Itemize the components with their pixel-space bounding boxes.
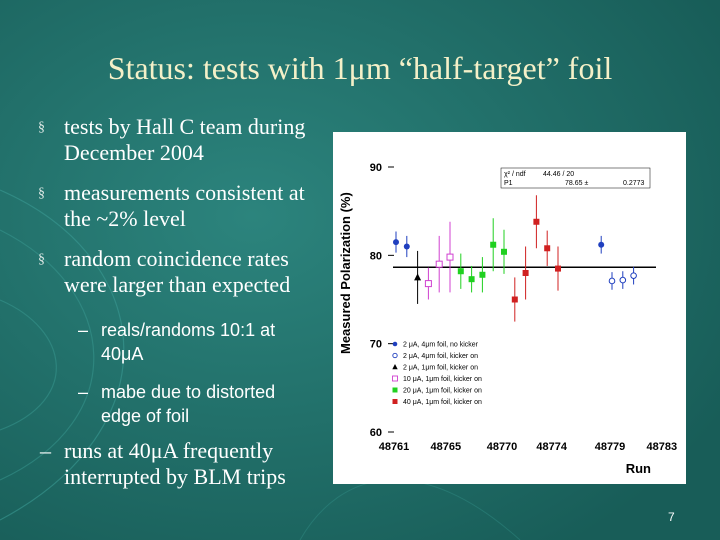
x-tick-label: 48779 xyxy=(595,441,626,453)
stats-box xyxy=(500,167,651,189)
bullet-list: § tests by Hall C team during December 2… xyxy=(36,114,336,442)
sub-bullet-marker: – xyxy=(78,382,89,402)
x-tick-label: 48761 xyxy=(379,441,410,453)
bullet-marker: § xyxy=(38,120,45,135)
polarization-chart: Measured Polarization (%) Run χ² / ndf 4… xyxy=(333,132,686,484)
stats-p1-value: 78.65 ± xyxy=(565,180,588,187)
legend-label: 20 μA, 1μm foil, kicker on xyxy=(403,388,482,395)
x-tick-label: 48774 xyxy=(536,441,567,453)
legend-marker xyxy=(392,375,398,382)
x-tick-label: 48783 xyxy=(647,441,678,453)
data-point xyxy=(403,243,410,250)
bullet-text: random coincidence rates were larger tha… xyxy=(64,246,291,297)
data-point xyxy=(619,276,627,284)
stats-p1-label: P1 xyxy=(504,180,513,187)
data-point xyxy=(479,271,486,278)
data-point xyxy=(533,218,540,225)
stats-p1-error: 0.2773 xyxy=(623,180,645,187)
bullet-marker: § xyxy=(38,186,45,201)
y-tick-label: 80 xyxy=(370,250,382,262)
data-point xyxy=(511,296,518,303)
sub-bullet-marker: – xyxy=(78,320,89,340)
data-point xyxy=(414,273,422,281)
legend-label: 2 μA, 1μm foil, kicker on xyxy=(403,365,478,372)
legend-label: 10 μA, 1μm foil, kicker on xyxy=(403,376,482,383)
bullet-marker: § xyxy=(38,252,45,267)
legend-marker xyxy=(392,387,398,393)
sub-bullet-text: reals/randoms 10:1 at 40μA xyxy=(101,320,276,364)
data-point xyxy=(555,265,561,272)
data-point xyxy=(435,260,443,268)
bullet-item: § measurements consistent at the ~2% lev… xyxy=(36,180,336,232)
sub-bullet-text: mabe due to distorted edge of foil xyxy=(101,382,276,426)
y-axis-label: Measured Polarization (%) xyxy=(338,192,353,354)
x-tick-label: 48770 xyxy=(487,441,518,453)
bottom-bullet: – runs at 40μA frequently interrupted by… xyxy=(36,438,364,490)
data-point xyxy=(490,241,497,248)
data-point xyxy=(544,245,551,252)
data-point xyxy=(393,239,399,246)
y-tick-label: 90 xyxy=(370,162,382,174)
data-point xyxy=(468,276,475,283)
x-axis-label: Run xyxy=(626,461,651,476)
x-tick-label: 48765 xyxy=(431,441,462,453)
legend-label: 40 μA, 1μm foil, kicker on xyxy=(403,399,482,406)
data-point xyxy=(608,277,616,285)
y-tick-label: 60 xyxy=(370,427,382,439)
bullet-marker: – xyxy=(40,438,51,463)
sub-bullet-item: – reals/randoms 10:1 at 40μA xyxy=(36,318,336,366)
data-point xyxy=(501,248,507,255)
data-point xyxy=(446,253,454,261)
data-point xyxy=(457,268,464,275)
data-point xyxy=(630,272,637,279)
legend-marker xyxy=(392,399,398,404)
bullet-text: measurements consistent at the ~2% level xyxy=(64,180,305,231)
stats-chi2-label: χ² / ndf xyxy=(504,171,526,178)
legend-label: 2 μA, 4μm foil, no kicker xyxy=(403,342,479,349)
chart-svg: Measured Polarization (%) Run χ² / ndf 4… xyxy=(338,162,678,476)
legend-label: 2 μA, 4μm foil, kicker on xyxy=(403,353,478,360)
legend-marker xyxy=(392,364,398,370)
bullet-text: runs at 40μA frequently interrupted by B… xyxy=(64,438,286,489)
bullet-item: § tests by Hall C team during December 2… xyxy=(36,114,336,166)
bullet-text: tests by Hall C team during December 200… xyxy=(64,114,306,165)
data-point xyxy=(522,270,529,276)
stats-chi2-value: 44.46 / 20 xyxy=(543,171,574,178)
legend-marker xyxy=(392,352,398,359)
slide-title: Status: tests with 1μm “half-target” foi… xyxy=(107,50,613,86)
y-tick-label: 70 xyxy=(370,339,382,351)
legend-marker xyxy=(392,341,398,347)
data-point xyxy=(424,280,432,288)
sub-bullet-item: – mabe due to distorted edge of foil xyxy=(36,380,336,428)
bullet-item: § random coincidence rates were larger t… xyxy=(36,246,336,298)
page-number: 7 xyxy=(668,510,675,524)
data-point xyxy=(598,241,605,248)
